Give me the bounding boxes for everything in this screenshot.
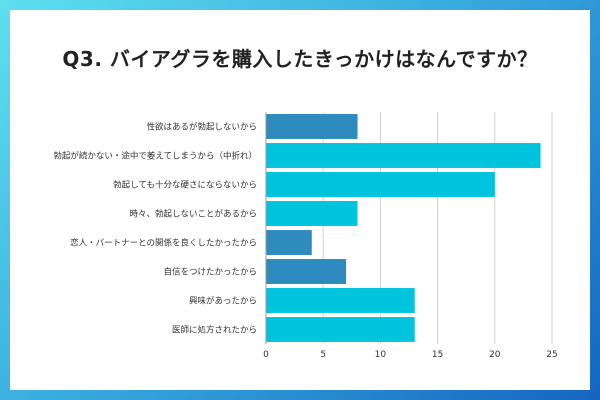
x-tick-label-5: 25 (546, 350, 557, 360)
bar-1 (266, 143, 541, 168)
category-label-7: 医師に処方されたから (172, 325, 257, 336)
category-label-2: 勃起しても十分な硬さにならないから (113, 180, 257, 191)
bar-6 (266, 288, 415, 313)
category-label-5: 自信をつけたかったから (163, 267, 257, 278)
bar-2 (266, 172, 495, 197)
bar-4 (266, 230, 312, 255)
bar-5 (266, 259, 347, 284)
x-tick-label-3: 15 (432, 350, 443, 360)
bar-3 (266, 201, 358, 226)
bar-0 (266, 114, 358, 139)
chart-title: Q3. バイアグラを購入したきっかけはなんですか？ (62, 47, 538, 71)
category-label-4: 恋人・パートナーとの関係を良くしたかったから (70, 238, 257, 249)
x-tick-label-1: 5 (320, 350, 326, 360)
x-tick-label-2: 10 (375, 350, 387, 360)
category-label-0: 性欲はあるが勃起しないから (146, 122, 257, 133)
category-label-3: 時々、勃起しないことがあるから (129, 209, 257, 220)
x-tick-label-4: 20 (489, 350, 501, 360)
category-label-1: 勃起が続かない・途中で萎えてしまうから（中折れ） (53, 151, 257, 162)
category-label-6: 興味があったから (189, 296, 257, 307)
x-tick-label-0: 0 (263, 350, 269, 360)
bar-7 (266, 317, 415, 342)
